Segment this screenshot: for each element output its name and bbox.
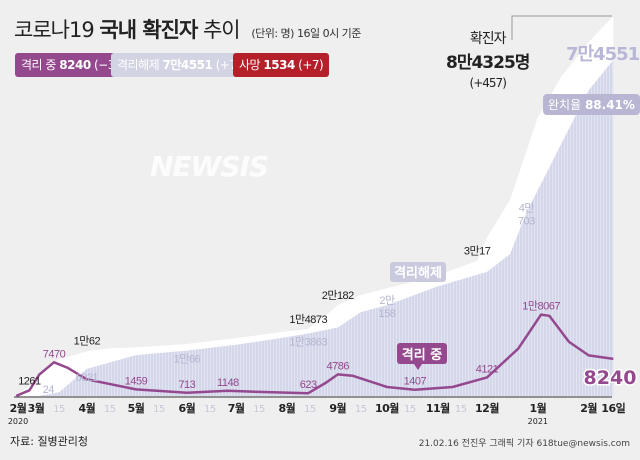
unit-note: (단위: 명) 16일 0시 기준: [251, 27, 361, 40]
isolating-line: [15, 313, 614, 398]
isolating-callout-box: [397, 343, 447, 364]
legend-deaths: 사망 1534 (+7): [233, 53, 330, 77]
watermark-logo: NEWSIS: [150, 150, 269, 183]
source-note: 자료: 질병관리청: [10, 435, 89, 448]
data-label: 1만66: [174, 353, 201, 366]
data-label: 158: [379, 308, 396, 320]
total-value: 8만4325명: [446, 53, 530, 73]
data-label: 4만: [519, 202, 535, 215]
recovery-rate-badge: 완치율 88.41%: [543, 94, 640, 115]
x-minor-tick-label: 15: [153, 404, 165, 415]
title-bold: 국내 확진자: [99, 18, 198, 42]
isolating-callout: 격리 중: [402, 347, 442, 363]
data-label: 1만8067: [522, 300, 560, 313]
x-tick-label: 12월: [475, 401, 499, 415]
total-bracket: [511, 15, 612, 40]
x-minor-tick-label: 15: [104, 404, 116, 415]
x-minor-tick-label: 15: [404, 404, 416, 415]
x-tick-label: 3월: [28, 401, 45, 415]
x-tick-label: 8월: [279, 401, 296, 415]
released-callout: 격리해제: [394, 265, 442, 281]
title-part: 코로나19: [14, 18, 95, 42]
legend-label: 사망: [239, 58, 261, 72]
legend-delta: (+7): [298, 58, 324, 72]
x-tick-label: 2월: [580, 401, 597, 415]
year-label: 2020: [8, 417, 28, 426]
legend-label: 격리해제: [117, 58, 160, 72]
data-label: 1만62: [74, 335, 101, 348]
total-label: 확진자: [469, 31, 507, 47]
year-label: 2021: [528, 417, 548, 426]
data-label: 6021: [76, 372, 99, 384]
x-tick-label: 9월: [329, 401, 346, 415]
end-value-label: 8240: [584, 367, 637, 389]
data-label: 2만: [379, 294, 395, 307]
recovery-rate-value: 88.41%: [584, 98, 635, 112]
data-label: 1148: [217, 377, 239, 389]
x-tick-label: 2월: [10, 401, 27, 415]
x-tick-label: 5월: [128, 401, 145, 415]
x-minor-tick-label: 15: [355, 404, 367, 415]
total-confirmed: 확진자 8만4325명 (+457): [446, 28, 530, 90]
data-label: 1261: [18, 375, 41, 387]
x-minor-tick-label: 15: [53, 404, 65, 415]
data-label: 2만182: [322, 289, 354, 302]
credit-note: 21.02.16 전진우 그래픽 기자 618tue@newsis.com: [418, 439, 630, 449]
page-title: 코로나19 국내 확진자 추이 (단위: 명) 16일 0시 기준: [14, 14, 361, 44]
total-delta: (+457): [469, 76, 507, 90]
x-tick-label: 7월: [228, 401, 245, 415]
x-tick-label: 4월: [78, 401, 95, 415]
legend-label: 격리 중: [21, 58, 56, 72]
x-tick-label: 11월: [426, 401, 450, 415]
data-label: 4121: [476, 363, 499, 375]
x-tick-label: 1월: [529, 401, 546, 415]
title-part: 추이: [202, 18, 241, 42]
data-label: 703: [518, 216, 535, 228]
x-minor-tick-label: 15: [204, 404, 216, 415]
data-label: 713: [178, 379, 195, 391]
released-area-stripes: [16, 60, 614, 396]
x-minor-tick-label: 15: [304, 404, 316, 415]
released-end-value: 7만4551: [566, 44, 640, 65]
data-label: 623: [300, 379, 317, 391]
recovery-rate-label: 완치율: [548, 98, 582, 112]
x-minor-tick-label: 15: [253, 404, 265, 415]
data-label: 4786: [327, 360, 350, 372]
x-tick-label: 10월: [375, 401, 399, 415]
data-label: 1407: [404, 376, 427, 388]
legend-value: 1534: [263, 58, 295, 72]
x-minor-tick-label: 15: [455, 404, 467, 415]
callout-pointer: [414, 364, 422, 370]
data-label: 3만17: [464, 245, 491, 258]
legend-value: 7만4551: [162, 58, 213, 72]
data-label: 1459: [125, 375, 148, 387]
x-tick-label: 16일: [601, 401, 625, 415]
data-label: 1만4873: [289, 313, 327, 326]
x-tick-label: 6월: [178, 401, 195, 415]
data-label: 7470: [43, 348, 66, 360]
data-label: 1만3863: [289, 336, 327, 349]
data-label: 24: [43, 384, 55, 396]
released-callout-box: [390, 262, 446, 282]
legend-value: 8240: [59, 58, 91, 72]
